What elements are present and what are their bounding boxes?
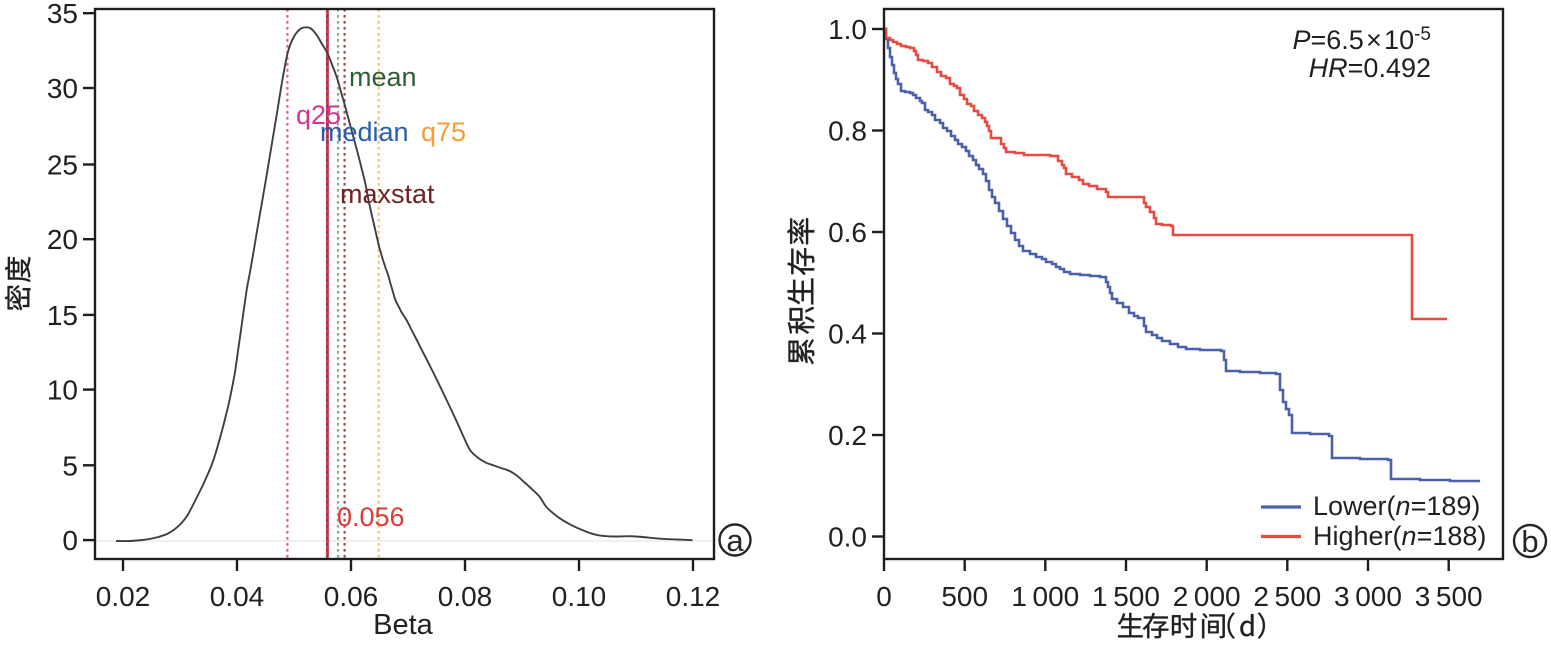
svg-text:2 000: 2 000 xyxy=(1173,581,1241,612)
svg-text:median: median xyxy=(320,117,409,147)
svg-text:30: 30 xyxy=(47,73,78,104)
svg-text:35: 35 xyxy=(47,0,78,29)
svg-text:2 500: 2 500 xyxy=(1253,581,1321,612)
svg-text:0: 0 xyxy=(876,581,892,612)
svg-text:q25: q25 xyxy=(296,100,341,130)
svg-text:1 000: 1 000 xyxy=(1011,581,1079,612)
svg-text:0.04: 0.04 xyxy=(210,581,265,612)
svg-text:20: 20 xyxy=(47,224,78,255)
svg-text:Lower(n=189): Lower(n=189) xyxy=(1313,491,1480,521)
svg-text:1 500: 1 500 xyxy=(1092,581,1160,612)
svg-text:15: 15 xyxy=(47,300,78,331)
svg-text:0.2: 0.2 xyxy=(828,420,867,451)
svg-text:5: 5 xyxy=(62,450,78,481)
svg-text:0.056: 0.056 xyxy=(337,502,405,532)
svg-text:0.02: 0.02 xyxy=(96,581,151,612)
svg-text:1.0: 1.0 xyxy=(828,14,867,45)
svg-text:3 000: 3 000 xyxy=(1334,581,1402,612)
svg-text:0.8: 0.8 xyxy=(828,116,867,147)
svg-text:0.12: 0.12 xyxy=(666,581,721,612)
svg-text:0.6: 0.6 xyxy=(828,217,867,248)
svg-text:0.0: 0.0 xyxy=(828,522,867,553)
svg-text:25: 25 xyxy=(47,150,78,181)
svg-text:HR=0.492: HR=0.492 xyxy=(1309,53,1431,83)
svg-text:Beta: Beta xyxy=(373,609,434,641)
svg-text:maxstat: maxstat xyxy=(340,179,435,209)
svg-text:3 500: 3 500 xyxy=(1415,581,1483,612)
svg-text:0: 0 xyxy=(62,525,78,556)
svg-text:a: a xyxy=(726,523,744,558)
svg-text:0.10: 0.10 xyxy=(552,581,607,612)
svg-text:mean: mean xyxy=(349,62,417,92)
svg-text:P=6.5 × 10-5: P=6.5 × 10-5 xyxy=(1292,24,1431,55)
svg-text:0.4: 0.4 xyxy=(828,319,867,350)
svg-text:q75: q75 xyxy=(421,117,466,147)
svg-text:0.08: 0.08 xyxy=(438,581,493,612)
svg-text:Higher(n=188): Higher(n=188) xyxy=(1313,521,1486,551)
svg-text:0.06: 0.06 xyxy=(324,581,379,612)
svg-text:10: 10 xyxy=(47,375,78,406)
svg-text:b: b xyxy=(1521,524,1538,559)
svg-text:500: 500 xyxy=(941,581,988,612)
